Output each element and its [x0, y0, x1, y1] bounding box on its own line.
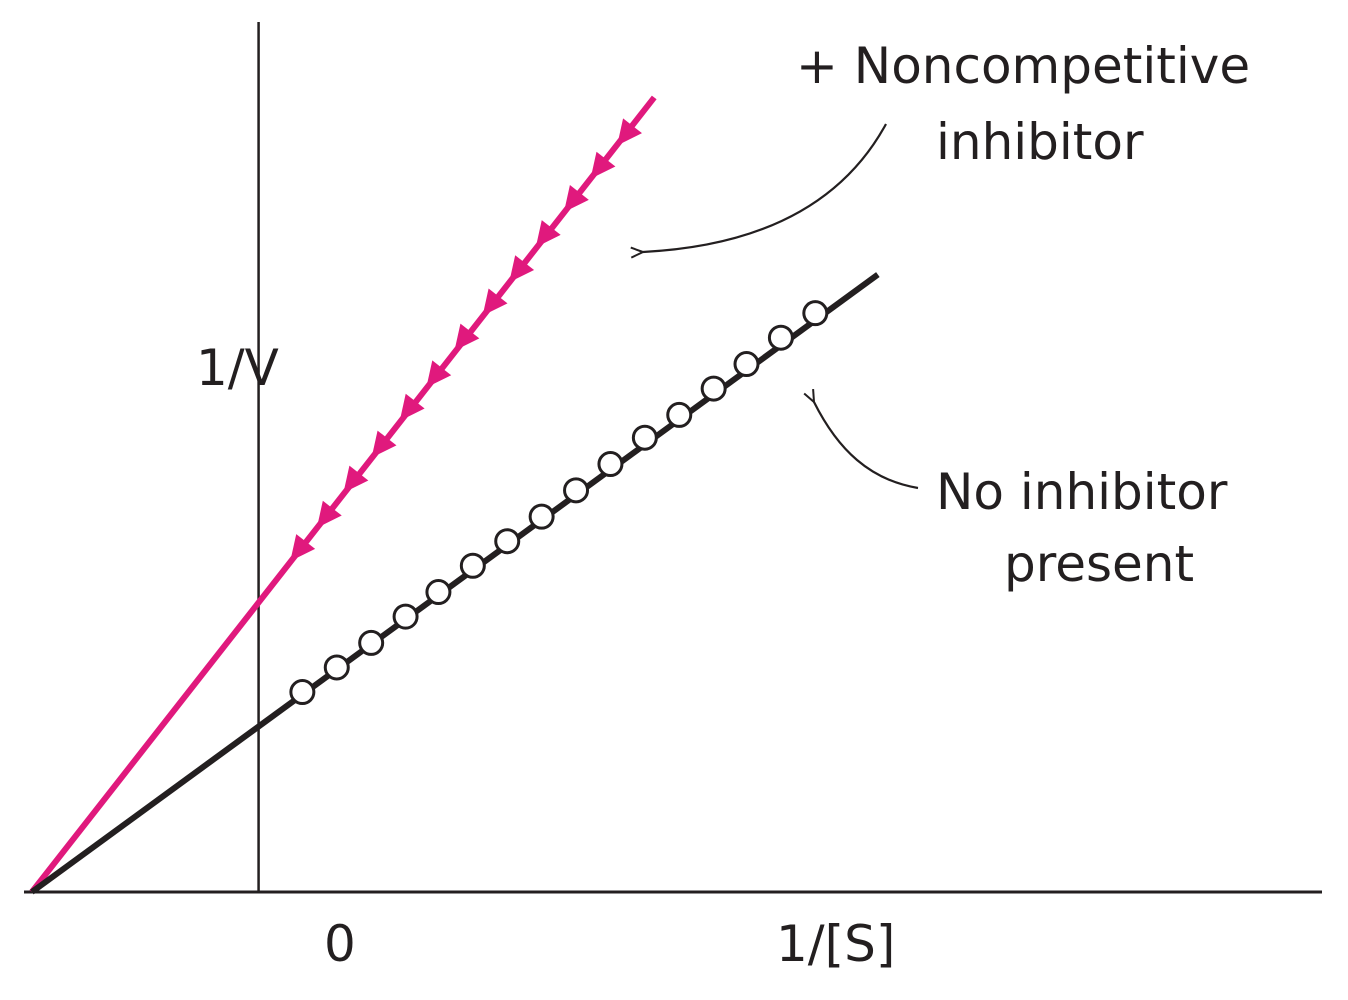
data-point-no-inhibitor: [358, 629, 385, 656]
callout-arrow-no-inhibitor: [814, 402, 919, 490]
data-point-no-inhibitor: [494, 528, 521, 555]
data-point-no-inhibitor: [459, 552, 486, 579]
data-point-inhibitor: [590, 151, 616, 179]
data-point-inhibitor: [426, 360, 452, 388]
data-point-no-inhibitor: [563, 477, 590, 504]
data-point-inhibitor: [316, 500, 342, 528]
x-tick-label-zero: 0: [324, 915, 356, 973]
data-point-no-inhibitor: [700, 375, 727, 402]
data-point-no-inhibitor: [666, 401, 693, 428]
data-point-no-inhibitor: [528, 503, 555, 530]
annotation-no-inhibitor-line2: present: [1004, 535, 1195, 593]
data-point-inhibitor: [454, 323, 480, 351]
data-point-inhibitor: [509, 255, 535, 283]
data-point-inhibitor: [343, 465, 369, 493]
data-point-no-inhibitor: [733, 351, 760, 378]
data-point-no-inhibitor: [289, 679, 316, 706]
data-point-inhibitor: [482, 288, 508, 316]
data-point-no-inhibitor: [323, 654, 350, 681]
data-point-no-inhibitor: [392, 603, 419, 630]
callout-arrow-inhibitor: [643, 123, 887, 252]
data-point-inhibitor: [617, 118, 642, 146]
data-point-inhibitor: [290, 534, 316, 562]
data-point-no-inhibitor: [597, 451, 624, 478]
data-point-no-inhibitor: [767, 324, 794, 351]
y-axis-label: 1/V: [196, 339, 279, 397]
data-point-no-inhibitor: [425, 579, 452, 606]
series-line-no-inhibitor: [30, 272, 880, 895]
data-point-inhibitor: [535, 220, 561, 248]
annotation-inhibitor-line1: + Noncompetitive: [796, 37, 1251, 95]
data-point-inhibitor: [563, 185, 589, 213]
annotation-no-inhibitor-line1: No inhibitor: [936, 463, 1228, 521]
series-line-inhibitor: [29, 95, 657, 894]
data-point-no-inhibitor: [631, 424, 658, 451]
data-point-inhibitor: [399, 393, 425, 421]
annotation-inhibitor-line2: inhibitor: [936, 113, 1144, 171]
data-point-no-inhibitor: [802, 300, 829, 327]
data-point-inhibitor: [371, 430, 397, 458]
x-axis-label: 1/[S]: [776, 915, 896, 973]
